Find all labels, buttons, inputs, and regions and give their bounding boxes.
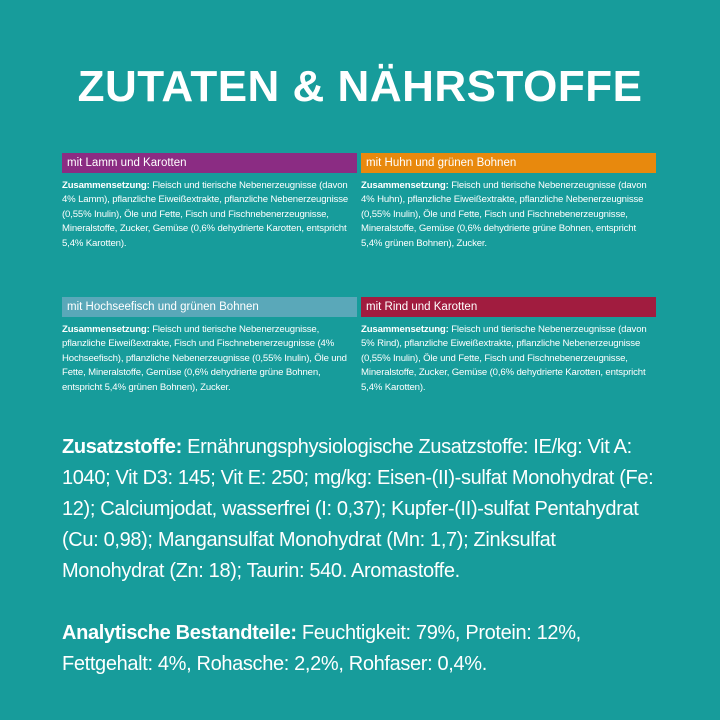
variant-text: Zusammensetzung: Fleisch und tierische N… <box>62 317 357 395</box>
analytics-text: Feuchtigkeit: 79%, Protein: 12%, Fettgeh… <box>62 622 581 675</box>
variant-card: mit Huhn und grünen Bohnen Zusammensetzu… <box>361 153 656 251</box>
variant-text: Zusammensetzung: Fleisch und tierische N… <box>62 173 357 251</box>
composition: Fleisch und tierische Nebenerzeugnisse, … <box>62 324 347 393</box>
additives: Zusatzstoffe: Ernährungsphysiologische Z… <box>62 432 662 587</box>
variant-card: mit Rind und Karotten Zusammensetzung: F… <box>361 297 656 395</box>
analytics: Analytische Bestandteile: Feuchtigkeit: … <box>62 618 662 680</box>
variant-name: mit Rind und Karotten <box>361 297 656 317</box>
label: Zusammensetzung: <box>361 324 449 335</box>
variant-text: Zusammensetzung: Fleisch und tierische N… <box>361 317 656 395</box>
variant-name: mit Hochseefisch und grünen Bohnen <box>62 297 357 317</box>
composition: Fleisch und tierische Nebenerzeugnisse (… <box>361 180 647 249</box>
variant-name: mit Huhn und grünen Bohnen <box>361 153 656 173</box>
label: Zusammensetzung: <box>361 180 449 191</box>
variant-text: Zusammensetzung: Fleisch und tierische N… <box>361 173 656 251</box>
composition: Fleisch und tierische Nebenerzeugnisse (… <box>361 324 647 393</box>
variant-card: mit Lamm und Karotten Zusammensetzung: F… <box>62 153 357 251</box>
title: ZUTATEN & NÄHRSTOFFE <box>77 62 643 111</box>
variant-name: mit Lamm und Karotten <box>62 153 357 173</box>
label: Analytische Bestandteile: <box>62 622 297 644</box>
additives-text: Ernährungsphysiologische Zusatzstoffe: I… <box>62 436 654 582</box>
label: Zusammensetzung: <box>62 180 150 191</box>
label: Zusatzstoffe: <box>62 436 182 458</box>
variant-card: mit Hochseefisch und grünen Bohnen Zusam… <box>62 297 357 395</box>
composition: Fleisch und tierische Nebenerzeugnisse (… <box>62 180 349 249</box>
label: Zusammensetzung: <box>62 324 150 335</box>
